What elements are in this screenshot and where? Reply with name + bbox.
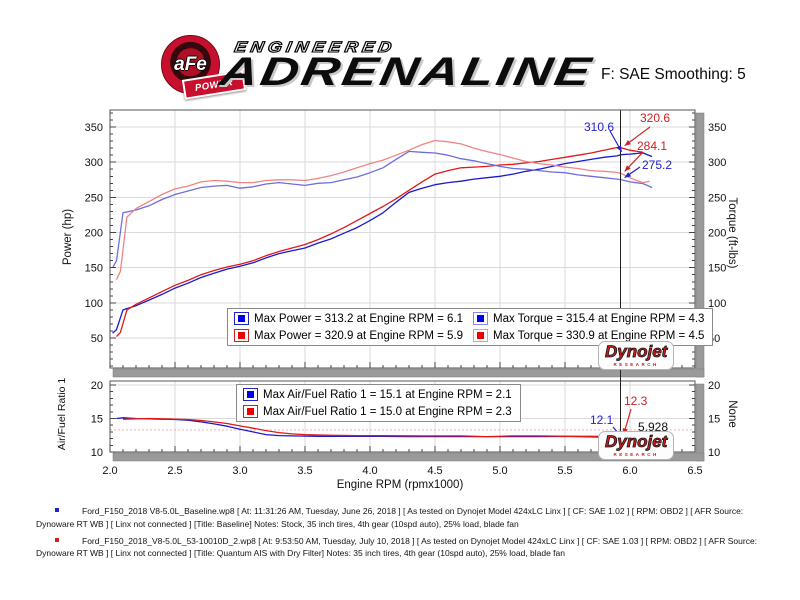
legend-item: Max Air/Fuel Ratio 1 = 15.0 at Engine RP… [239,403,518,420]
run-detail-text: Ford_F150_2018_V8-5.0L_53-10010D_2.wp8 [… [36,535,758,559]
svg-text:10: 10 [708,447,720,459]
legend-swatch-icon [234,312,249,325]
svg-text:6.0: 6.0 [622,465,637,477]
svg-text:150: 150 [708,263,726,275]
run-detail-baseline: Ford_F150_2018 V8-5.0L_Baseline.wp8 [ At… [36,505,778,531]
legend-label: Max Torque = 330.9 at Engine RPM = 4.5 [493,329,705,342]
run-details-footer: Ford_F150_2018 V8-5.0L_Baseline.wp8 [ At… [36,505,778,564]
svg-text:20: 20 [91,380,103,392]
svg-text:150: 150 [85,263,103,275]
dynojet-logo: Dynojet RESEARCH [598,341,675,370]
svg-text:250: 250 [708,192,726,204]
svg-text:3.5: 3.5 [297,465,312,477]
dynojet-logo: Dynojet RESEARCH [598,431,675,460]
svg-text:5.0: 5.0 [492,465,507,477]
legend-item: Max Torque = 315.4 at Engine RPM = 4.3 [469,310,710,327]
svg-text:5.5: 5.5 [557,465,572,477]
adrenaline-wordmark: ADRENALINE [216,50,597,94]
legend-swatch-icon [234,329,249,342]
svg-text:300: 300 [708,157,726,169]
y-axis-label-none: None [726,400,738,428]
legend-item: Max Torque = 330.9 at Engine RPM = 4.5 [469,327,710,344]
svg-text:15: 15 [708,414,720,426]
legend-swatch-icon [243,388,258,401]
legend-swatch-icon [243,405,258,418]
smoothing-setting-label: F: SAE Smoothing: 5 [601,66,746,83]
afr-legend: Max Air/Fuel Ratio 1 = 15.1 at Engine RP… [236,384,521,422]
svg-text:50: 50 [91,333,103,345]
svg-text:10: 10 [91,447,103,459]
legend-label: Max Power = 313.2 at Engine RPM = 6.1 [254,312,464,325]
svg-text:3.0: 3.0 [232,465,247,477]
legend-label: Max Torque = 315.4 at Engine RPM = 4.3 [493,312,705,325]
y-axis-label-afr: Air/Fuel Ratio 1 [56,377,68,451]
legend-item: Max Power = 313.2 at Engine RPM = 6.1 [230,310,469,327]
svg-text:15: 15 [91,414,103,426]
annotation-afr-quantum-value: 12.3 [624,394,648,408]
legend-item: Max Power = 320.9 at Engine RPM = 5.9 [230,327,469,344]
svg-text:350: 350 [708,122,726,134]
annotation-power-baseline-value: 310.6 [584,120,615,134]
svg-text:6.5: 6.5 [687,465,702,477]
legend-label: Max Air/Fuel Ratio 1 = 15.1 at Engine RP… [263,388,512,401]
dynojet-logo-text: Dynojet [605,432,668,452]
dynojet-logo-text: Dynojet [605,342,668,362]
legend-swatch-icon [473,312,489,325]
dynojet-research-text: RESEARCH [613,362,659,367]
y-axis-label-torque: Torque (ft-lbs) [726,197,738,269]
svg-text:100: 100 [708,298,726,310]
legend-label: Max Power = 320.9 at Engine RPM = 5.9 [254,329,464,342]
svg-text:300: 300 [85,157,103,169]
run-detail-text: Ford_F150_2018 V8-5.0L_Baseline.wp8 [ At… [36,506,744,529]
legend-swatch-icon [473,329,489,342]
run-bullet-icon [55,508,59,512]
annotation-torque-quantum-value: 284.1 [637,139,668,153]
dynojet-research-text: RESEARCH [613,452,659,457]
power-torque-legend: Max Power = 313.2 at Engine RPM = 6.1 Ma… [227,308,714,346]
svg-text:350: 350 [85,122,103,134]
svg-text:200: 200 [85,228,103,240]
svg-text:100: 100 [85,298,103,310]
annotation-cursor-rpm-value: 5.928 [638,420,669,434]
run-detail-quantum: Ford_F150_2018_V8-5.0L_53-10010D_2.wp8 [… [36,535,778,561]
annotation-torque-baseline-value: 275.2 [642,158,673,172]
svg-text:20: 20 [708,380,720,392]
svg-text:2.0: 2.0 [102,465,117,477]
svg-text:4.5: 4.5 [427,465,442,477]
svg-text:200: 200 [708,228,726,240]
afe-logo-text: aFe [174,53,207,75]
annotation-power-quantum-value: 320.6 [640,111,671,125]
x-axis-label-rpm: Engine RPM (rpmx1000) [336,479,464,491]
legend-item: Max Air/Fuel Ratio 1 = 15.1 at Engine RP… [239,386,518,403]
svg-text:250: 250 [85,192,103,204]
y-axis-label-power: Power (hp) [62,208,74,266]
svg-text:4.0: 4.0 [362,465,377,477]
legend-label: Max Air/Fuel Ratio 1 = 15.0 at Engine RP… [263,405,512,418]
svg-text:2.5: 2.5 [167,465,182,477]
annotation-afr-baseline-value: 12.1 [590,413,614,427]
run-bullet-icon [55,537,59,542]
